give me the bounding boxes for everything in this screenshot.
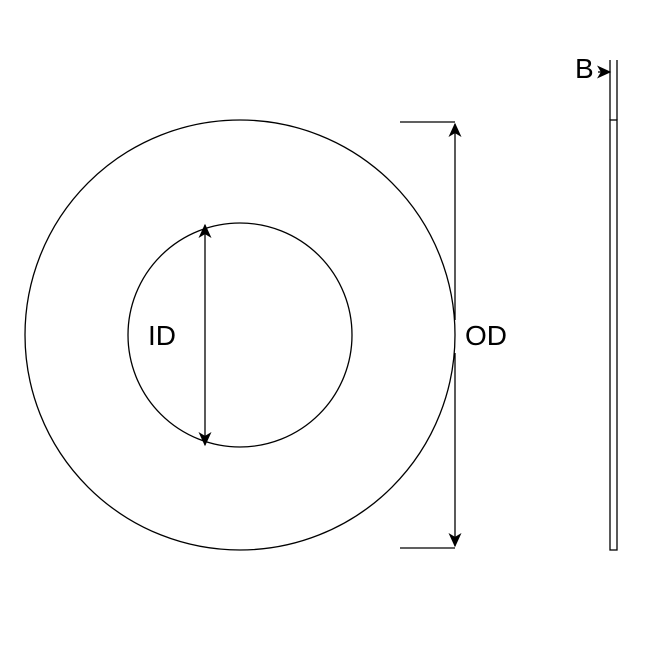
id-dimension: ID xyxy=(148,225,205,445)
side-view-rect xyxy=(610,120,617,550)
id-label: ID xyxy=(148,320,176,351)
outer-diameter-circle xyxy=(25,120,455,550)
washer-side-view xyxy=(610,120,617,550)
washer-technical-drawing: ID OD B xyxy=(0,0,670,670)
od-label: OD xyxy=(465,320,507,351)
od-dimension: OD xyxy=(400,122,507,548)
b-label: B xyxy=(575,53,594,84)
b-dimension: B xyxy=(575,53,617,120)
washer-front-view xyxy=(25,120,455,550)
